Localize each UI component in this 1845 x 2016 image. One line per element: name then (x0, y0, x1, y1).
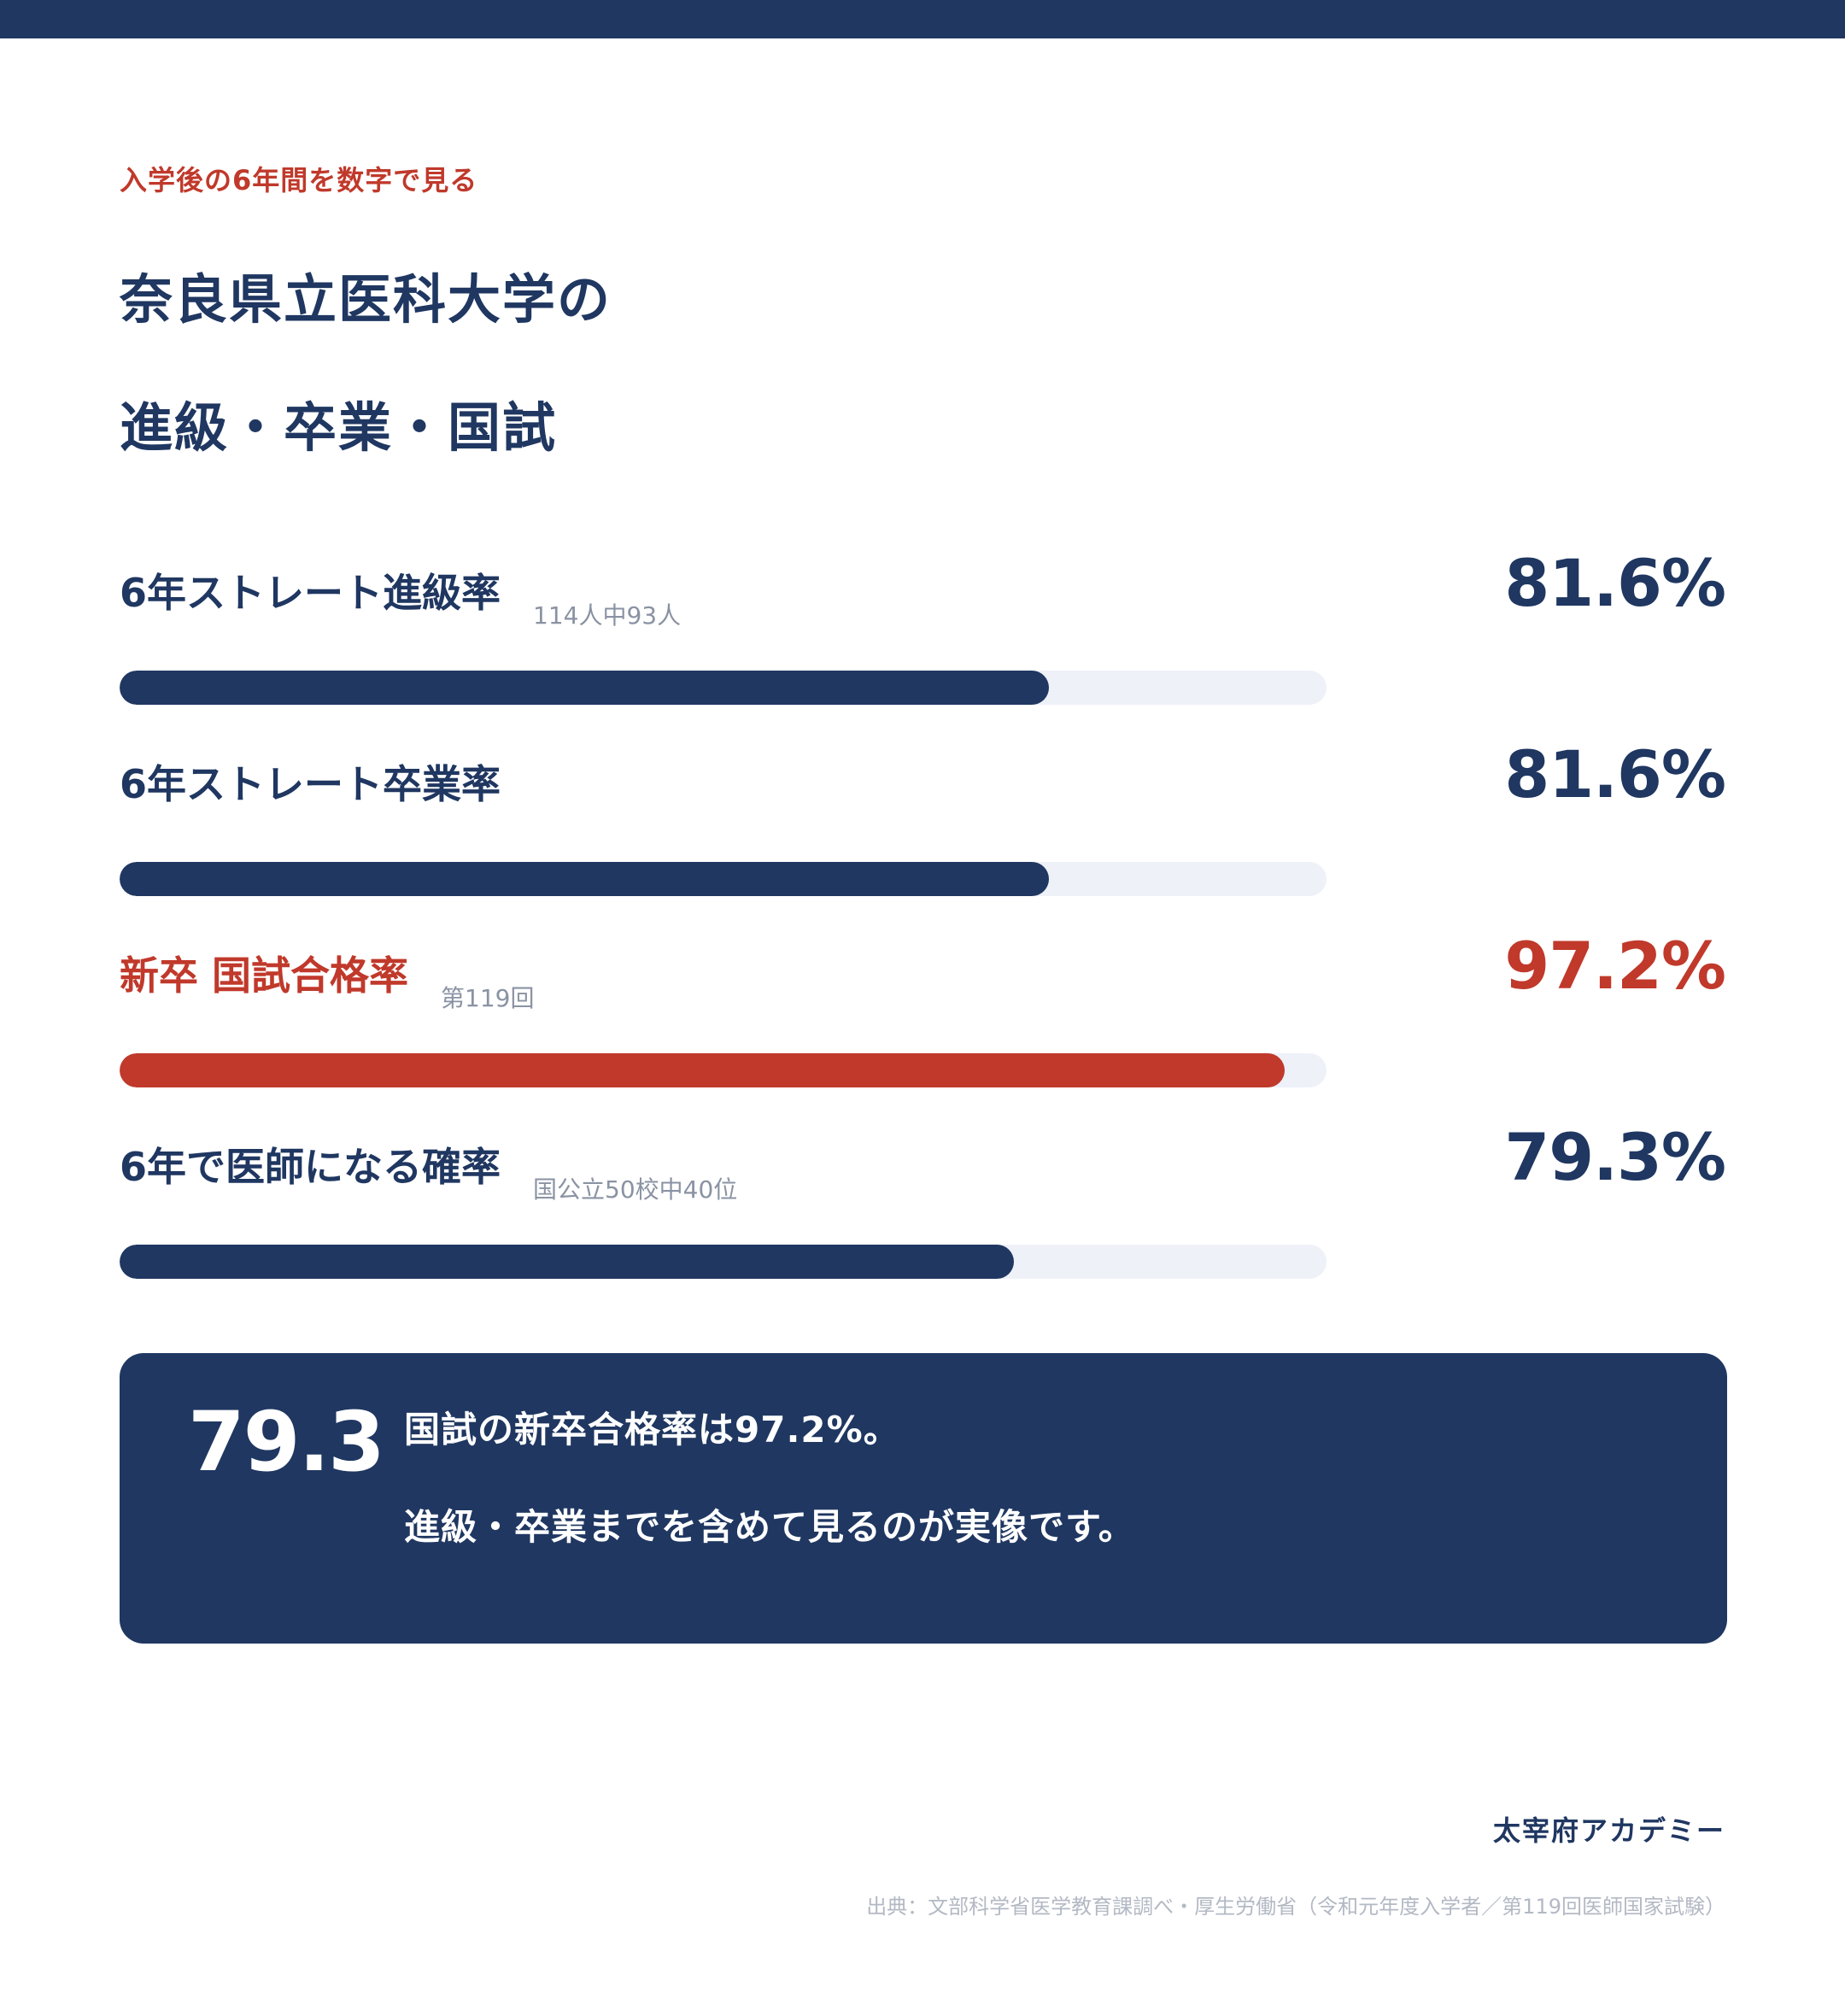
summary-line-2: 進級・卒業までを含めて見るのが実像です。 (404, 1506, 1135, 1548)
page-title-line2: 進級・卒業・国試 (120, 396, 558, 459)
source-note: 出典：文部科学省医学教育課調べ・厚生労働省（令和元年度入学者／第119回医師国家… (866, 1895, 1725, 1919)
rate-label-text: 6年で医師になる確率 (120, 1144, 501, 1190)
rate-value-label: 97.2% (1504, 928, 1726, 1004)
bar-fill (120, 862, 1049, 896)
rate-value-label: 79.3% (1504, 1119, 1726, 1195)
bar-track (120, 1245, 1327, 1279)
rate-note: 国公立50校中40位 (533, 1175, 738, 1204)
rate-row: 6年ストレート進級率 114人中93人 81.6% (120, 545, 1726, 745)
top-accent-bar (0, 0, 1845, 38)
summary-big-number: 79.3 (188, 1394, 385, 1490)
bar-fill (120, 671, 1049, 705)
rate-note: 114人中93人 (533, 601, 682, 630)
brand-name: 太宰府アカデミー (1492, 1814, 1725, 1847)
summary-card: 79.3 国試の新卒合格率は97.2%。 進級・卒業までを含めて見るのが実像です… (120, 1353, 1727, 1644)
rate-label: 6年ストレート進級率 114人中93人 (120, 562, 681, 630)
page-title-line1: 奈良県立医科大学の (120, 268, 612, 331)
rate-label: 新卒 国試合格率第119回 (120, 945, 534, 1012)
rate-value-label: 81.6% (1504, 736, 1726, 812)
rate-row: 6年で医師になる確率国公立50校中40位 79.3% (120, 1119, 1726, 1319)
bar-fill (120, 1053, 1285, 1087)
section-eyebrow: 入学後の6年間を数字で見る (120, 164, 478, 196)
rate-label-text: 6年ストレート進級率 (120, 570, 501, 616)
rate-label-text: 6年ストレート卒業率 (120, 761, 501, 807)
rate-label: 6年ストレート卒業率 (120, 753, 501, 810)
rate-label: 6年で医師になる確率国公立50校中40位 (120, 1136, 737, 1204)
bar-track (120, 1053, 1327, 1087)
summary-line-1: 国試の新卒合格率は97.2%。 (404, 1409, 900, 1450)
rate-note: 第119回 (441, 984, 535, 1012)
rate-row: 新卒 国試合格率第119回 97.2% (120, 928, 1726, 1128)
bar-track (120, 671, 1327, 705)
rate-row: 6年ストレート卒業率 81.6% (120, 736, 1726, 936)
rate-label-text: 新卒 国試合格率 (120, 952, 409, 999)
bar-fill (120, 1245, 1015, 1279)
bar-track (120, 862, 1327, 896)
rate-value-label: 81.6% (1504, 545, 1726, 621)
